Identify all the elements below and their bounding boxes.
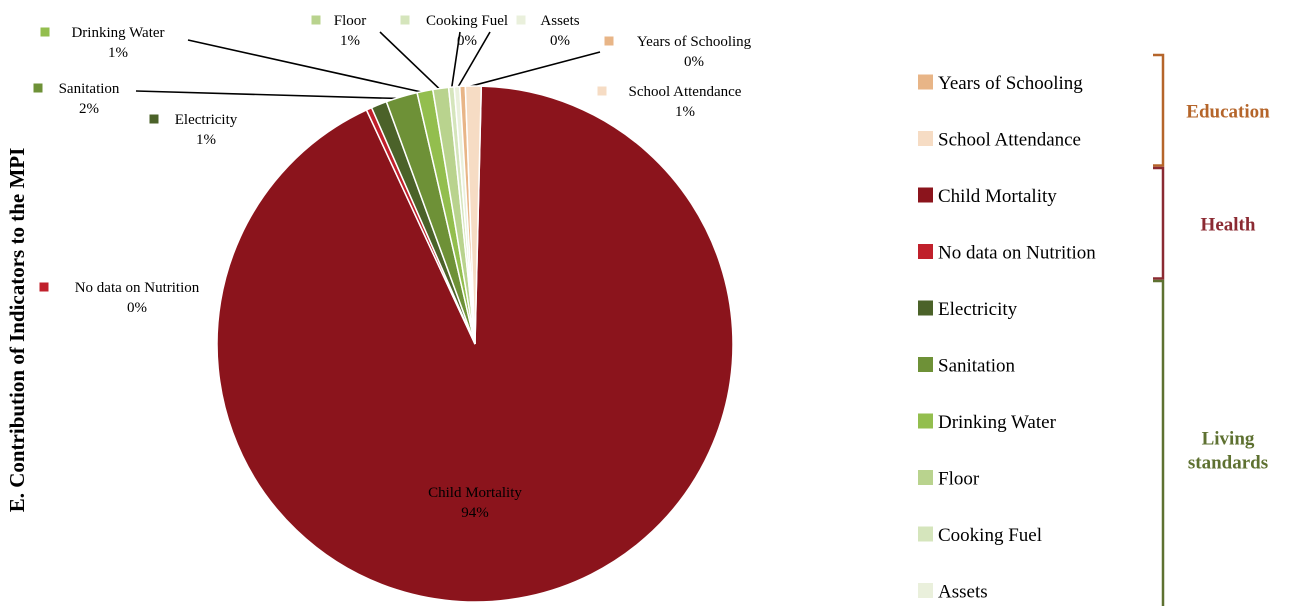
slice-label-marker-school-attendance	[597, 86, 607, 96]
slice-label-marker-electricity	[149, 114, 159, 124]
slice-label-floor: Floor 1%	[311, 13, 367, 49]
slice-label-value-no-data-on-nutrition: 0%	[127, 300, 147, 316]
slice-label-no-data-on-nutrition: No data on Nutrition 0%	[39, 280, 200, 316]
legend-group-bracket-health	[1153, 166, 1165, 280]
slice-label-name-cooking-fuel: Cooking Fuel	[426, 13, 508, 29]
slice-label-drinking-water: Drinking Water 1%	[40, 25, 165, 61]
legend-group-health: Health	[1153, 166, 1256, 280]
legend-label-floor: Floor	[938, 469, 980, 490]
slice-label-value-electricity: 1%	[196, 132, 216, 148]
slice-label-value-child-mortality: 94%	[461, 505, 489, 521]
leader-line-assets	[456, 31, 491, 90]
legend-item-school-attendance: School Attendance	[918, 130, 1081, 151]
legend-swatch-sanitation	[918, 357, 933, 372]
slice-label-value-years-of-schooling: 0%	[684, 54, 704, 70]
legend-item-cooking-fuel: Cooking Fuel	[918, 525, 1042, 546]
legend-label-electricity: Electricity	[938, 299, 1018, 320]
slice-label-marker-floor	[311, 15, 321, 25]
slice-label-marker-cooking-fuel	[400, 15, 410, 25]
legend-swatch-child-mortality	[918, 187, 933, 203]
slice-labels: Child Mortality 94% No data on Nutrition 0%…	[33, 13, 752, 521]
legend-swatch-assets	[918, 583, 933, 598]
legend-swatch-cooking-fuel	[918, 526, 933, 542]
slice-label-value-floor: 1%	[340, 33, 360, 49]
legend-item-drinking-water: Drinking Water	[918, 412, 1057, 433]
legend-item-no-data-on-nutrition: No data on Nutrition	[918, 243, 1096, 264]
slice-label-value-sanitation: 2%	[79, 101, 99, 117]
legend-group-living-standards: Living standards	[1153, 279, 1268, 606]
slice-label-marker-drinking-water	[40, 27, 50, 37]
legend-group-label-education: Education	[1186, 101, 1270, 122]
slice-label-name-school-attendance: School Attendance	[629, 84, 742, 100]
legend-label-sanitation: Sanitation	[938, 356, 1016, 377]
slice-label-value-assets: 0%	[550, 33, 570, 49]
legend-label-school-attendance: School Attendance	[938, 130, 1081, 151]
legend-groups: Education Health Living standards	[1153, 53, 1270, 606]
legend-label-no-data-on-nutrition: No data on Nutrition	[938, 243, 1096, 264]
legend-group-bracket-living-standards	[1153, 279, 1165, 606]
legend-swatch-floor	[918, 470, 933, 485]
slice-label-value-cooking-fuel: 0%	[457, 33, 477, 49]
legend-label-years-of-schooling: Years of Schooling	[938, 73, 1083, 94]
slice-label-name-years-of-schooling: Years of Schooling	[637, 34, 752, 50]
pie-slices	[216, 85, 734, 603]
slice-label-school-attendance: School Attendance 1%	[597, 84, 742, 120]
legend-swatch-school-attendance	[918, 131, 933, 146]
legend-group-education: Education	[1153, 53, 1270, 167]
legend-swatch-years-of-schooling	[918, 74, 933, 90]
leader-line-years-of-schooling	[462, 51, 601, 90]
y-axis-title: E. Contribution of Indicators to the MPI	[5, 148, 29, 513]
legend-group-label-living-standards: Living standards	[1188, 428, 1268, 473]
legend-group-label-health: Health	[1201, 214, 1256, 235]
slice-label-child-mortality: Child Mortality 94%	[428, 485, 522, 521]
legend-swatch-no-data-on-nutrition	[918, 244, 933, 259]
slice-label-sanitation: Sanitation 2%	[33, 81, 120, 117]
slice-label-cooking-fuel: Cooking Fuel 0%	[400, 13, 508, 49]
legend-swatch-drinking-water	[918, 413, 933, 429]
legend-label-assets: Assets	[938, 582, 988, 603]
slice-label-name-child-mortality: Child Mortality	[428, 485, 522, 501]
legend-item-floor: Floor	[918, 469, 980, 490]
slice-label-value-drinking-water: 1%	[108, 45, 128, 61]
slice-label-electricity: Electricity 1%	[149, 112, 238, 148]
legend: Years of Schooling School Attendance Child…	[918, 73, 1096, 603]
slice-label-name-floor: Floor	[334, 13, 367, 29]
slice-label-name-drinking-water: Drinking Water	[71, 25, 164, 41]
slice-label-years-of-schooling: Years of Schooling 0%	[604, 34, 752, 70]
slice-label-assets: Assets 0%	[516, 13, 580, 49]
legend-item-electricity: Electricity	[918, 299, 1018, 320]
slice-label-value-school-attendance: 1%	[675, 104, 695, 120]
legend-item-sanitation: Sanitation	[918, 356, 1016, 377]
slice-label-name-electricity: Electricity	[175, 112, 238, 128]
leader-lines	[135, 31, 601, 100]
slice-label-marker-sanitation	[33, 83, 43, 93]
slice-label-marker-years-of-schooling	[604, 36, 614, 46]
legend-group-bracket-education	[1153, 53, 1165, 167]
slice-label-marker-assets	[516, 15, 526, 25]
slice-label-name-assets: Assets	[540, 13, 579, 29]
legend-label-drinking-water: Drinking Water	[938, 412, 1057, 433]
slice-school-attendance	[464, 85, 483, 345]
leader-line-cooking-fuel	[450, 31, 461, 90]
leader-line-sanitation	[135, 90, 403, 100]
slice-label-marker-no-data-on-nutrition	[39, 282, 49, 292]
legend-label-child-mortality: Child Mortality	[938, 186, 1057, 207]
slice-label-name-no-data-on-nutrition: No data on Nutrition	[75, 280, 200, 296]
legend-swatch-electricity	[918, 300, 933, 316]
leader-line-floor	[379, 31, 442, 91]
legend-item-years-of-schooling: Years of Schooling	[918, 73, 1083, 94]
legend-item-child-mortality: Child Mortality	[918, 186, 1057, 207]
leader-line-drinking-water	[187, 39, 426, 94]
legend-label-cooking-fuel: Cooking Fuel	[938, 525, 1042, 546]
slice-label-name-sanitation: Sanitation	[59, 81, 120, 97]
legend-item-assets: Assets	[918, 582, 988, 603]
